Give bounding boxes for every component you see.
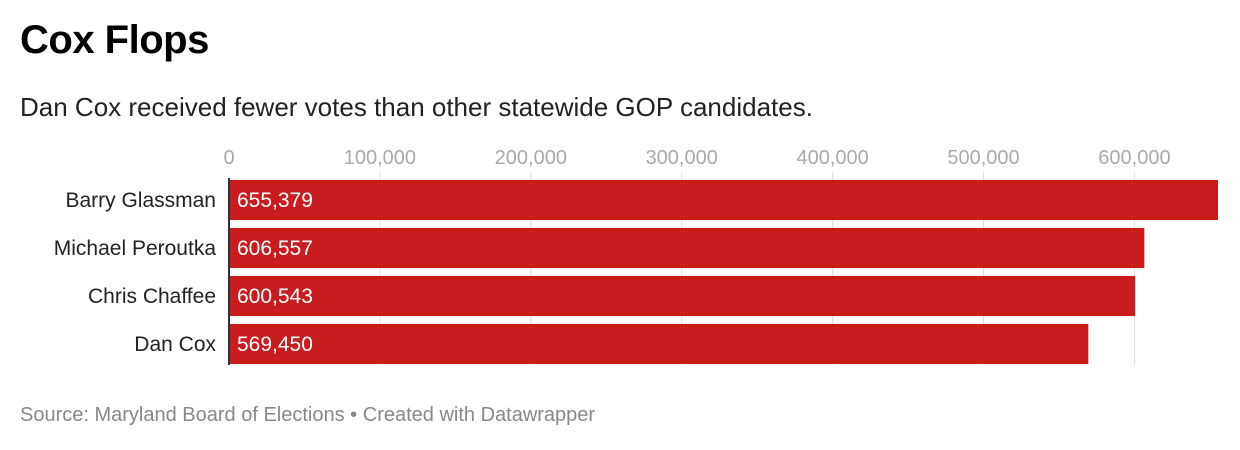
category-label: Chris Chaffee	[88, 285, 216, 308]
chart-subtitle: Dan Cox received fewer votes than other …	[20, 92, 813, 122]
source-note: Source: Maryland Board of Elections	[20, 404, 345, 426]
bar	[229, 180, 1218, 220]
category-label: Dan Cox	[134, 333, 216, 356]
value-label: 606,557	[237, 237, 313, 260]
bar-chart: 0 100,000 200,000 300,000 400,000 500,000 600,…	[54, 147, 1218, 365]
value-label: 655,379	[237, 189, 313, 212]
x-tick-label: 0	[223, 147, 234, 169]
bar	[229, 276, 1136, 316]
datawrapper-credit-link[interactable]: Created with Datawrapper	[362, 404, 596, 426]
x-tick-label: 200,000	[495, 147, 567, 169]
bar	[229, 228, 1145, 268]
x-tick-label: 600,000	[1098, 147, 1170, 169]
chart-footer: Source: Maryland Board of Elections • Cr…	[20, 404, 595, 427]
footer-separator: •	[350, 404, 358, 426]
x-tick-label: 100,000	[344, 147, 416, 169]
bar	[229, 324, 1089, 364]
category-label: Michael Peroutka	[54, 237, 217, 260]
category-label: Barry Glassman	[65, 189, 216, 212]
x-tick-label: 300,000	[646, 147, 718, 169]
x-tick-label: 500,000	[947, 147, 1019, 169]
value-label: 600,543	[237, 285, 313, 308]
chart-title: Cox Flops	[20, 18, 209, 62]
x-tick-label: 400,000	[796, 147, 868, 169]
value-label: 569,450	[237, 333, 313, 356]
